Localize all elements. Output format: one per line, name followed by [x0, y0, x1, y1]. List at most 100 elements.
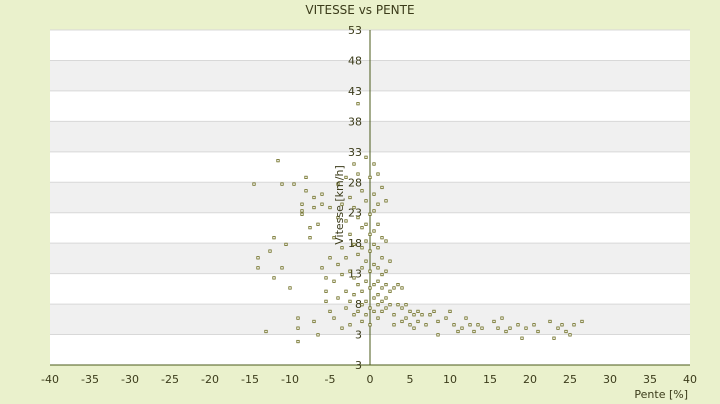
scatter-point [392, 323, 396, 327]
x-tick-label: 0 [367, 373, 374, 386]
scatter-point [344, 175, 348, 179]
x-tick-label: 20 [523, 373, 537, 386]
scatter-point [320, 266, 324, 270]
scatter-point [476, 323, 480, 327]
scatter-point [564, 329, 568, 334]
scatter-point [276, 159, 280, 163]
scatter-point [308, 236, 312, 240]
x-axis-label: Pente [%] [634, 388, 688, 400]
scatter-point [340, 326, 344, 330]
scatter-point [376, 172, 380, 176]
scatter-point [380, 185, 384, 190]
scatter-point [364, 299, 368, 303]
y-tick-label: 28 [348, 176, 362, 189]
scatter-point [372, 309, 376, 314]
scatter-point [376, 303, 380, 307]
scatter-point [340, 202, 344, 206]
x-tick-label: 40 [683, 373, 697, 386]
scatter-point [272, 236, 276, 240]
scatter-point [360, 289, 364, 293]
tick-labels: -40 -35 -30 -25 -20 -15 -10 -5 0 5 10 15 20 25 30 35 40 3… [41, 24, 697, 386]
x-tick-label: -5 [325, 373, 336, 386]
x-tick-label: -30 [121, 373, 139, 386]
scatter-point [324, 276, 328, 280]
scatter-point [524, 326, 528, 330]
scatter-point [372, 262, 376, 267]
scatter-point [356, 252, 360, 257]
scatter-point [316, 333, 320, 337]
scatter-point [296, 339, 300, 344]
scatter-point [364, 259, 368, 263]
scatter-point [444, 316, 448, 320]
scatter-point [380, 299, 384, 303]
scatter-point [288, 286, 292, 290]
scatter-point [388, 289, 392, 293]
scatter-point [392, 313, 396, 317]
scatter-point [384, 239, 388, 243]
scatter-point [252, 182, 256, 186]
scatter-point [380, 286, 384, 290]
x-tick-label: -20 [201, 373, 219, 386]
scatter-point [368, 232, 372, 236]
scatter-point [304, 189, 308, 193]
scatter-point [364, 222, 368, 226]
scatter-point [272, 276, 276, 280]
scatter-point [372, 282, 376, 287]
y-tick-label: 33 [348, 146, 362, 159]
scatter-point [376, 246, 380, 250]
x-tick-label: -35 [81, 373, 99, 386]
scatter-point [532, 323, 536, 327]
data-points [252, 102, 584, 344]
scatter-point [416, 309, 420, 314]
scatter-point [352, 162, 356, 166]
scatter-point [280, 266, 284, 270]
scatter-point [572, 323, 576, 327]
x-tick-label: 5 [407, 373, 414, 386]
scatter-point [464, 316, 468, 320]
scatter-point [472, 329, 476, 334]
scatter-point [396, 282, 400, 287]
scatter-point [404, 316, 408, 320]
scatter-point [468, 323, 472, 327]
scatter-point [372, 209, 376, 213]
scatter-point [344, 256, 348, 260]
scatter-point [376, 316, 380, 320]
scatter-point [372, 229, 376, 233]
scatter-point [300, 202, 304, 206]
scatter-point [364, 239, 368, 243]
scatter-point [264, 329, 268, 334]
scatter-point [324, 289, 328, 293]
scatter-point [456, 329, 460, 334]
scatter-point [400, 306, 404, 310]
scatter-point [368, 306, 372, 310]
scatter-point [364, 279, 368, 283]
scatter-point [480, 326, 484, 330]
scatter-point [348, 232, 352, 236]
x-tick-label: 10 [443, 373, 457, 386]
scatter-point [392, 286, 396, 290]
scatter-point [368, 323, 372, 327]
y-tick-label: 48 [348, 54, 362, 67]
scatter-point [356, 172, 360, 176]
scatter-point [320, 202, 324, 206]
scatter-point [364, 199, 368, 203]
y-tick-label: 38 [348, 115, 362, 128]
scatter-point [416, 319, 420, 324]
scatter-point [352, 205, 356, 210]
scatter-point [344, 306, 348, 310]
scatter-point [348, 195, 352, 200]
scatter-point [348, 323, 352, 327]
scatter-point [400, 319, 404, 324]
scatter-point [380, 272, 384, 277]
scatter-point [568, 333, 572, 337]
scatter-point [280, 182, 284, 186]
scatter-point [336, 182, 340, 186]
scatter-point [380, 309, 384, 314]
y-tick-label: 43 [348, 85, 362, 98]
scatter-point [352, 242, 356, 246]
scatter-point [452, 323, 456, 327]
scatter-point [332, 316, 336, 320]
scatter-point [556, 326, 560, 330]
scatter-point [408, 309, 412, 314]
